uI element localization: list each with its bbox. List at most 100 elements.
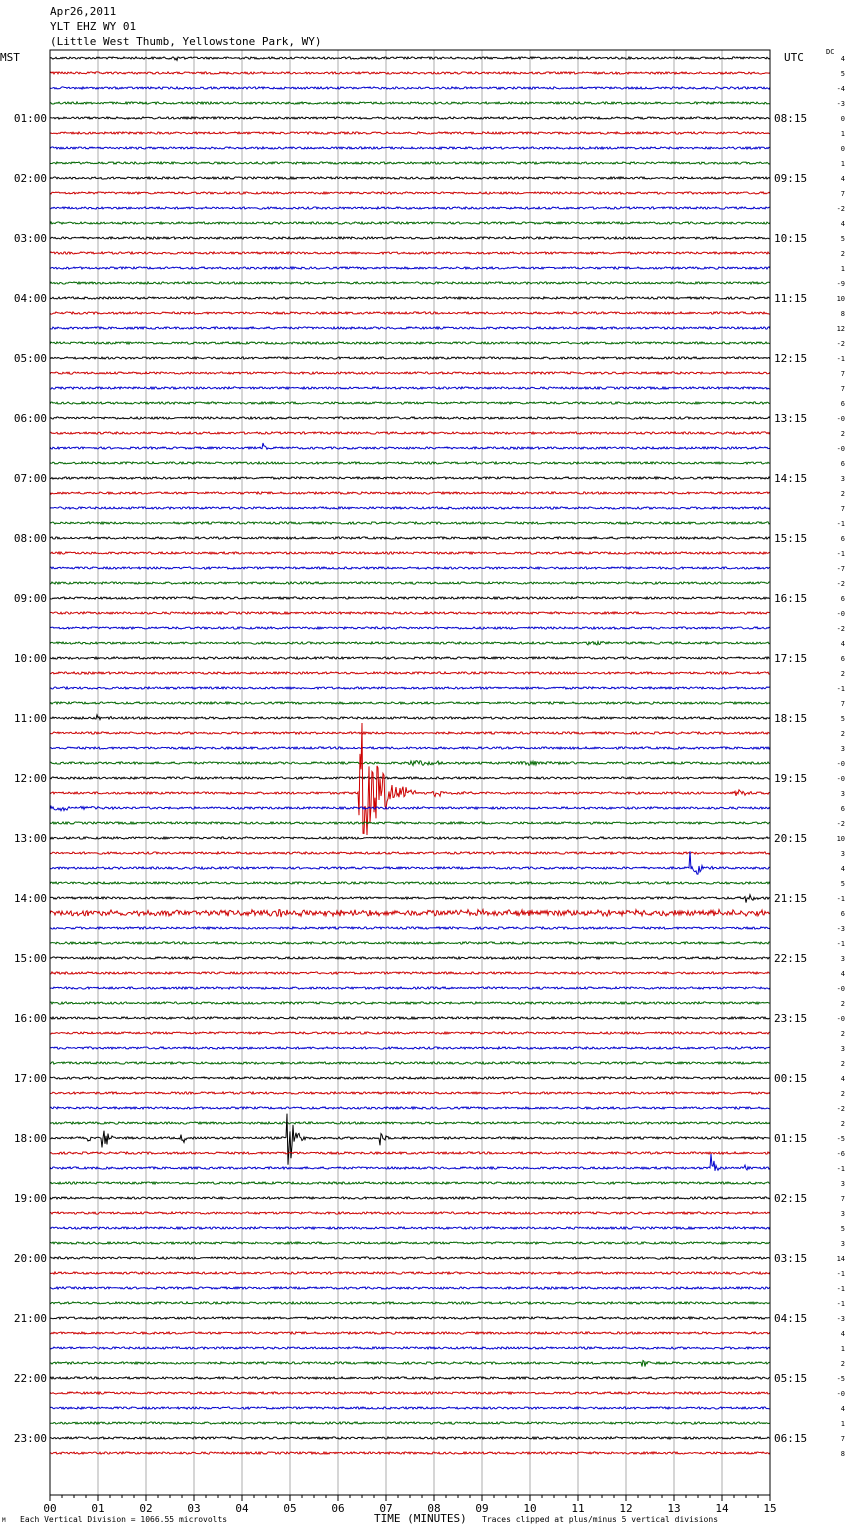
x-tick-label: 13: [667, 1502, 680, 1515]
right-hour-label: 12:15: [774, 352, 807, 365]
dc-offset-value: 2: [841, 430, 845, 438]
trace-line: [49, 1195, 771, 1201]
dc-offset-value: 10: [837, 295, 845, 303]
right-hour-label: 03:15: [774, 1252, 807, 1265]
dc-offset-value: 3: [841, 1045, 845, 1053]
trace-line: [49, 907, 771, 918]
dc-offset-value: -0: [837, 610, 845, 618]
trace-line: [49, 565, 771, 571]
trace-line: [49, 1345, 771, 1351]
left-hour-label: 10:00: [14, 652, 47, 665]
trace-line: [49, 595, 771, 601]
trace-line: [49, 475, 771, 481]
right-hour-label: 16:15: [774, 592, 807, 605]
trace-line: [49, 1210, 771, 1216]
trace-line: [49, 520, 771, 526]
trace-line: [49, 100, 771, 106]
right-hour-label: 14:15: [774, 472, 807, 485]
trace-line: [50, 1359, 770, 1367]
trace-line: [49, 160, 771, 166]
dc-offset-value: -9: [837, 280, 845, 288]
dc-offset-value: 2: [841, 730, 845, 738]
right-hour-label: 18:15: [774, 712, 807, 725]
clip-note: Traces clipped at plus/minus 5 vertical …: [482, 1515, 719, 1524]
dc-offset-value: 3: [841, 1180, 845, 1188]
right-hour-label: 17:15: [774, 652, 807, 665]
dc-offset-value: 2: [841, 1360, 845, 1368]
dc-offset-value: 3: [841, 1210, 845, 1218]
trace-line: [49, 325, 771, 331]
trace-line: [49, 955, 771, 961]
left-hour-label: 15:00: [14, 952, 47, 965]
left-hour-label: 13:00: [14, 832, 47, 845]
trace-line: [49, 265, 771, 271]
trace-line: [49, 722, 771, 836]
trace-line: [49, 804, 771, 812]
left-hour-label: 06:00: [14, 412, 47, 425]
dc-offset-value: 14: [837, 1255, 845, 1263]
dc-offset-value: -6: [837, 1150, 845, 1158]
trace-line: [49, 880, 771, 886]
left-hour-label: 03:00: [14, 232, 47, 245]
trace-line: [49, 145, 771, 151]
dc-offset-value: -1: [837, 1165, 845, 1173]
trace-line: [49, 550, 771, 556]
trace-line: [49, 1045, 771, 1051]
trace-line: [49, 55, 771, 62]
trace-line: [50, 1113, 771, 1165]
x-tick-label: 09: [475, 1502, 488, 1515]
trace-line: [49, 1090, 771, 1096]
right-hour-label: 13:15: [774, 412, 807, 425]
dc-offset-value: 2: [841, 1120, 845, 1128]
left-hour-labels: 01:00 02:00 03:00 04:00 05:00 06:00 07:00 08:00…: [14, 112, 47, 1445]
dc-offset-value: 6: [841, 595, 845, 603]
dc-offset-value: 6: [841, 805, 845, 813]
dc-offset-value: 1: [841, 1345, 845, 1353]
dc-offset-value: 3: [841, 1240, 845, 1248]
dc-offset-value: 1: [841, 160, 845, 168]
right-hour-label: 21:15: [774, 892, 807, 905]
dc-offset-value: 5: [841, 880, 845, 888]
dc-offset-value: 7: [841, 1435, 845, 1443]
right-hour-labels: 08:15 09:15 10:15 11:15 12:15 13:15 14:15 15:15…: [774, 112, 807, 1445]
dc-offset-value: 4: [841, 640, 845, 648]
dc-offset-value: 2: [841, 1030, 845, 1038]
left-hour-label: 07:00: [14, 472, 47, 485]
trace-line: [49, 835, 771, 841]
dc-offset-value: 6: [841, 460, 845, 468]
trace-line: [49, 205, 770, 211]
dc-offset-value: 4: [841, 1405, 845, 1413]
left-hour-label: 17:00: [14, 1072, 47, 1085]
trace-line: [49, 1225, 771, 1231]
dc-offset-value: -0: [837, 1015, 845, 1023]
dc-offset-value: 5: [841, 715, 845, 723]
trace-line: [49, 70, 771, 76]
x-tick-label: 14: [715, 1502, 729, 1515]
x-tick-label: 00: [43, 1502, 56, 1515]
right-hour-label: 04:15: [774, 1312, 807, 1325]
dc-offset-value: 1: [841, 1420, 845, 1428]
trace-line: [49, 1015, 771, 1021]
x-tick-label: 07: [379, 1502, 392, 1515]
trace-line: [49, 1240, 771, 1246]
right-hour-label: 19:15: [774, 772, 807, 785]
trace-line: [49, 1000, 771, 1006]
dc-offset-value: -1: [837, 685, 845, 693]
trace-line: [49, 1405, 771, 1411]
dc-offset-value: 6: [841, 535, 845, 543]
dc-offset-value: 3: [841, 850, 845, 858]
dc-offset-value: -4: [837, 85, 845, 93]
dc-offset-value: -1: [837, 1270, 845, 1278]
trace-line: [49, 1330, 771, 1336]
left-hour-label: 20:00: [14, 1252, 47, 1265]
dc-offset-value: 10: [837, 835, 845, 843]
trace-line: [49, 625, 771, 631]
dc-offset-value: 0: [841, 145, 845, 153]
x-tick-label: 15: [763, 1502, 776, 1515]
trace-line: [49, 1375, 771, 1381]
x-tick-label: 08: [427, 1502, 440, 1515]
x-axis: 00 01 02 03 04 05 06 07 08 09 10 11 12 13 14 15: [43, 1495, 777, 1515]
dc-offset-value: -0: [837, 985, 845, 993]
dc-offset-value: 4: [841, 175, 845, 183]
dc-offset-value: 2: [841, 1090, 845, 1098]
